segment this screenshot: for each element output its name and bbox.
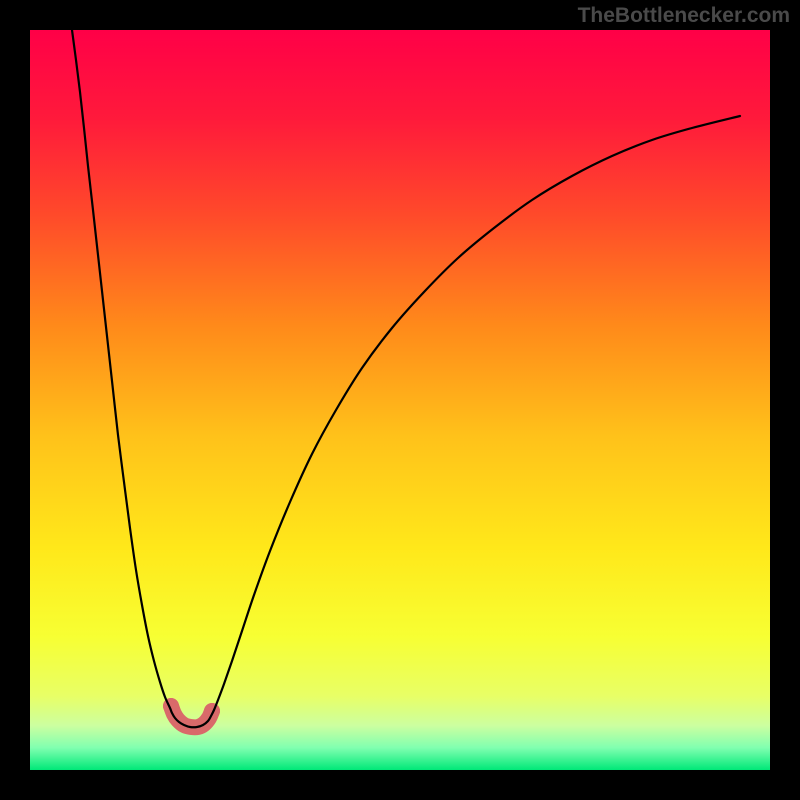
watermark-text: TheBottlenecker.com <box>578 4 790 28</box>
frame-left <box>0 0 30 800</box>
bottleneck-chart <box>30 30 770 770</box>
frame-bottom <box>0 770 800 800</box>
frame-right <box>770 0 800 800</box>
chart-stage: TheBottlenecker.com <box>0 0 800 800</box>
gradient-background <box>30 30 770 770</box>
